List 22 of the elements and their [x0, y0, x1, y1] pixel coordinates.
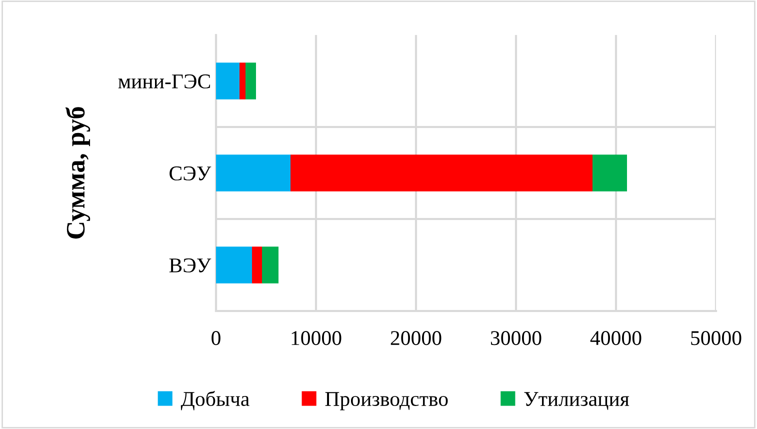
legend-label: Производство	[325, 392, 448, 410]
bar	[240, 62, 246, 100]
bar	[216, 246, 252, 284]
bar	[592, 154, 627, 192]
y-tick-label: СЭУ	[170, 166, 212, 180]
bar	[216, 62, 240, 100]
x-tick-label: 0	[212, 331, 220, 346]
x-tick-label: 50000	[691, 331, 742, 346]
bar	[246, 62, 256, 100]
legend-label: Добыча	[180, 390, 250, 410]
bar	[290, 154, 592, 192]
bar	[262, 246, 278, 284]
bar	[252, 246, 262, 284]
y-axis-title: Сумма, руб	[66, 107, 90, 239]
x-tick-label: 10000	[292, 331, 342, 346]
x-tick-label: 20000	[390, 331, 442, 346]
x-tick-label: 40000	[590, 331, 642, 346]
legend-label: Утилизация	[524, 392, 630, 410]
x-tick-label: 30000	[490, 331, 542, 346]
y-tick-label: мини-ГЭС	[118, 74, 210, 88]
y-tick-label: ВЭУ	[169, 258, 212, 272]
bar	[216, 154, 290, 192]
